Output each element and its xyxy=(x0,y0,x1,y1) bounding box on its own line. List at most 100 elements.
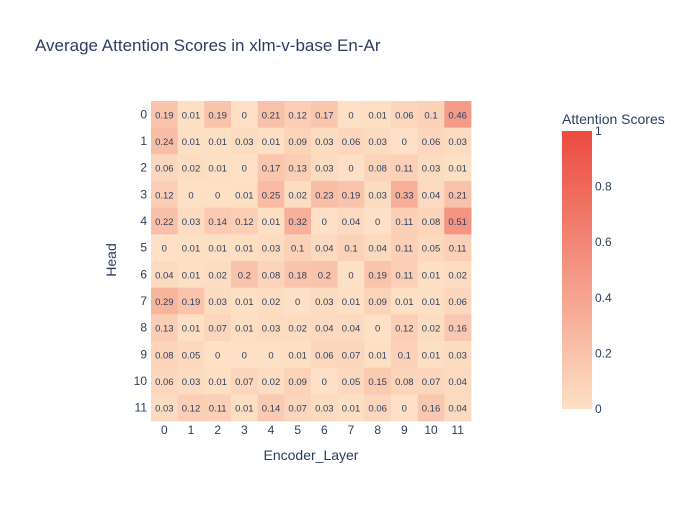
heatmap-cell xyxy=(204,341,232,369)
x-tick-label: 4 xyxy=(268,423,275,437)
heatmap-cell xyxy=(204,207,232,235)
heatmap-cell xyxy=(231,261,259,289)
cell-value-label: 0 xyxy=(295,297,300,308)
cell-value-label: 0.06 xyxy=(422,137,441,148)
cell-value-label: 0 xyxy=(242,110,247,121)
cell-value-label: 0.16 xyxy=(422,404,441,415)
heatmap-cell xyxy=(337,154,365,182)
heatmap-cell xyxy=(337,341,365,369)
heatmap-cell xyxy=(444,341,472,369)
cell-value-label: 0.01 xyxy=(288,350,307,361)
cell-value-label: 0.01 xyxy=(422,350,441,361)
cell-value-label: 0.08 xyxy=(368,164,387,175)
heatmap-cell xyxy=(284,101,312,129)
heatmap-cell xyxy=(391,367,419,395)
x-tick-label: 6 xyxy=(321,423,328,437)
heatmap-cell xyxy=(417,181,445,209)
heatmap-cell xyxy=(417,127,445,155)
heatmap-cell xyxy=(337,127,365,155)
heatmap-cell xyxy=(311,101,339,129)
heatmap-cell xyxy=(311,234,339,262)
heatmap-cell xyxy=(417,367,445,395)
cell-value-label: 0.16 xyxy=(448,324,467,335)
heatmap-cell xyxy=(417,394,445,422)
cell-value-label: 0.23 xyxy=(315,190,334,201)
cell-value-label: 0.07 xyxy=(235,377,254,388)
heatmap-cell xyxy=(257,367,285,395)
cell-value-label: 0.12 xyxy=(288,110,307,121)
heatmap-cell xyxy=(364,127,392,155)
cell-value-label: 0.01 xyxy=(262,137,281,148)
cell-value-label: 0.02 xyxy=(262,297,281,308)
cell-value-label: 0.08 xyxy=(155,350,174,361)
heatmap-cell xyxy=(204,181,232,209)
heatmap-cell xyxy=(151,394,179,422)
heatmap-cell xyxy=(257,181,285,209)
cell-value-label: 0.02 xyxy=(422,324,441,335)
colorbar-tick-label: 1 xyxy=(595,124,602,138)
x-tick-label: 11 xyxy=(451,423,464,437)
cell-value-label: 0.1 xyxy=(424,110,437,121)
heatmap-cell xyxy=(311,314,339,342)
heatmap-cell xyxy=(417,207,445,235)
cell-value-label: 0.1 xyxy=(291,244,304,255)
cell-value-label: 0.07 xyxy=(422,377,441,388)
cell-value-label: 0.29 xyxy=(155,297,174,308)
heatmap-cell xyxy=(417,101,445,129)
heatmap-cell xyxy=(257,261,285,289)
heatmap-cell xyxy=(151,101,179,129)
cell-value-label: 0.32 xyxy=(288,217,307,228)
heatmap-cell xyxy=(337,181,365,209)
heatmap-cell xyxy=(364,367,392,395)
heatmap-cell xyxy=(391,234,419,262)
heatmap-cell xyxy=(391,181,419,209)
cell-value-label: 0.09 xyxy=(368,297,387,308)
cell-value-label: 0.04 xyxy=(315,244,334,255)
cell-value-label: 0.12 xyxy=(155,190,174,201)
cell-value-label: 0.01 xyxy=(182,110,201,121)
heatmap-cell xyxy=(444,101,472,129)
heatmap-cell xyxy=(444,127,472,155)
cell-value-label: 0.02 xyxy=(262,377,281,388)
heatmap-cell xyxy=(391,394,419,422)
cell-value-label: 0.04 xyxy=(448,404,467,415)
heatmap-cell xyxy=(284,154,312,182)
colorbar xyxy=(562,131,592,409)
heatmap-cell xyxy=(444,287,472,315)
heatmap-cell xyxy=(257,154,285,182)
heatmap-cell xyxy=(257,314,285,342)
cell-value-label: 0.19 xyxy=(182,297,201,308)
cell-value-label: 0.01 xyxy=(235,190,254,201)
y-tick-label: 5 xyxy=(140,241,147,255)
cell-value-label: 0.33 xyxy=(395,190,414,201)
cell-value-label: 0.12 xyxy=(182,404,201,415)
heatmap-cell xyxy=(177,181,205,209)
heatmap-cell xyxy=(257,127,285,155)
heatmap-cell xyxy=(257,207,285,235)
cell-value-label: 0.09 xyxy=(288,377,307,388)
cell-value-label: 0.01 xyxy=(235,324,254,335)
heatmap-cell xyxy=(177,127,205,155)
colorbar-tick-label: 0.2 xyxy=(595,346,612,360)
cell-value-label: 0.25 xyxy=(262,190,281,201)
x-tick-label: 0 xyxy=(161,423,168,437)
cell-value-label: 0.07 xyxy=(342,350,361,361)
x-tick-label: 9 xyxy=(401,423,408,437)
y-axis-ticks: 0 1 2 3 4 5 6 7 8 9 10 11 xyxy=(134,107,148,414)
cell-value-label: 0.11 xyxy=(395,217,413,228)
heatmap-cell xyxy=(391,127,419,155)
cell-value-label: 0.03 xyxy=(155,404,174,415)
cell-value-label: 0.01 xyxy=(235,404,254,415)
colorbar-title: Attention Scores xyxy=(562,111,665,127)
cell-value-label: 0.02 xyxy=(182,164,201,175)
heatmap-cell xyxy=(364,287,392,315)
cell-value-label: 0 xyxy=(348,270,353,281)
heatmap-cell xyxy=(444,314,472,342)
y-tick-label: 3 xyxy=(140,187,147,201)
cell-value-label: 0.04 xyxy=(342,217,361,228)
cell-value-label: 0.12 xyxy=(235,217,254,228)
y-tick-label: 9 xyxy=(140,347,147,361)
cell-value-label: 0.01 xyxy=(395,297,414,308)
heatmap-cell xyxy=(444,394,472,422)
heatmap-cell xyxy=(151,367,179,395)
